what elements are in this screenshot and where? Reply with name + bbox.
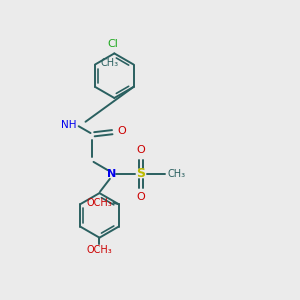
Text: Cl: Cl xyxy=(107,39,118,49)
Text: OCH₃: OCH₃ xyxy=(86,198,112,208)
Text: NH: NH xyxy=(61,120,76,130)
Text: CH₃: CH₃ xyxy=(168,169,186,179)
Text: O: O xyxy=(137,192,146,202)
Text: O: O xyxy=(117,126,126,136)
Text: OCH₃: OCH₃ xyxy=(87,245,112,255)
Text: S: S xyxy=(136,167,146,180)
Text: CH₃: CH₃ xyxy=(100,58,118,68)
Text: N: N xyxy=(107,169,116,179)
Text: O: O xyxy=(137,146,146,155)
